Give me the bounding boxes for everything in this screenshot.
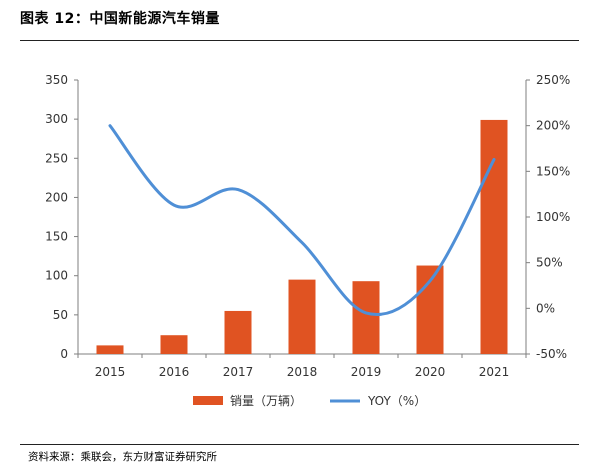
- sales-bar: [160, 335, 188, 354]
- sales-bar: [96, 345, 124, 354]
- legend-bar-label: 销量（万辆）: [230, 394, 302, 408]
- x-tick-label: 2018: [287, 365, 318, 379]
- legend-line-label: YOY（%）: [367, 394, 426, 408]
- left-tick-label: 200: [45, 190, 68, 204]
- x-tick-label: 2020: [415, 365, 446, 379]
- bar-series: [96, 119, 508, 354]
- left-tick-label: 300: [45, 112, 68, 126]
- left-tick-label: 100: [45, 269, 68, 283]
- legend-bar-swatch: [193, 396, 223, 405]
- right-tick-label: 100%: [536, 210, 570, 224]
- source-divider: [20, 444, 579, 445]
- right-tick-label: 150%: [536, 164, 570, 178]
- left-tick-label: 50: [53, 308, 68, 322]
- left-tick-label: 0: [60, 347, 68, 361]
- sales-bar: [288, 279, 316, 354]
- chart-title: 图表 12：中国新能源汽车销量: [20, 11, 220, 27]
- right-tick-label: 250%: [536, 73, 570, 87]
- x-tick-label: 2021: [479, 365, 510, 379]
- source-note: 资料来源：乘联会，东方财富证券研究所: [28, 451, 217, 463]
- ev-sales-chart: 0 50 100 150 200 250 300 350 -50% 0% 50% 100% 150% 20…: [45, 73, 570, 408]
- right-tick-label: 200%: [536, 119, 570, 133]
- line-series: [108, 124, 496, 316]
- x-tick-label: 2016: [159, 365, 190, 379]
- left-tick-label: 350: [45, 73, 68, 87]
- x-tick-label: 2017: [223, 365, 254, 379]
- sales-bar: [352, 281, 380, 354]
- left-tick-label: 150: [45, 230, 68, 244]
- chart-legend: 销量（万辆） YOY（%）: [193, 394, 426, 408]
- right-tick-label: 50%: [536, 256, 563, 270]
- x-tick-label: 2019: [351, 365, 382, 379]
- left-tick-label: 250: [45, 151, 68, 165]
- sales-bar: [480, 119, 508, 354]
- yoy-line: [108, 124, 496, 316]
- title-divider: [20, 40, 579, 41]
- right-tick-label: -50%: [536, 347, 567, 361]
- right-tick-label: 0%: [536, 301, 555, 315]
- sales-bar: [224, 310, 252, 354]
- x-tick-label: 2015: [95, 365, 126, 379]
- chart-axes: 0 50 100 150 200 250 300 350 -50% 0% 50% 100% 150% 20…: [45, 73, 570, 379]
